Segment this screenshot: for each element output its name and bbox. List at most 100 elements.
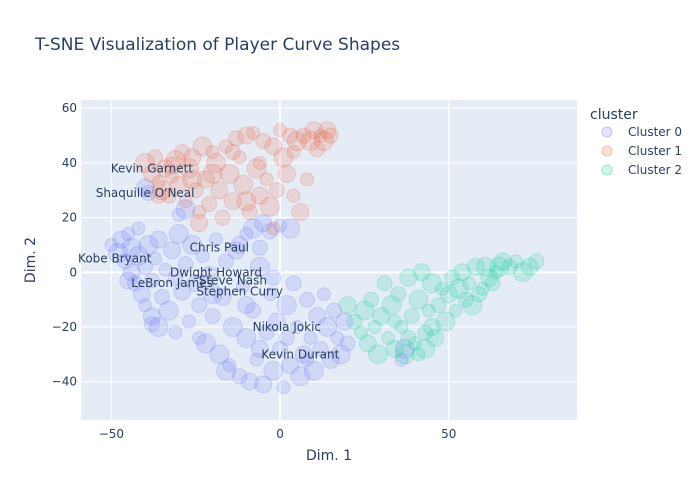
data-point [228,130,245,147]
data-point [282,127,299,144]
player-label: Kevin Garnett [111,161,194,175]
data-point [457,291,474,308]
data-point [299,291,316,308]
data-point [158,300,179,321]
data-point [394,344,415,365]
data-point [509,254,524,269]
data-point [367,320,382,335]
data-point [444,269,461,286]
data-point [158,262,173,277]
data-point [317,317,338,338]
data-point [276,295,297,316]
data-point [316,287,331,302]
data-point [163,241,182,260]
data-point [390,286,407,303]
data-point [268,182,285,199]
legend-marker [601,145,613,157]
data-point [214,209,231,226]
data-point [501,258,518,275]
data-point [177,256,194,273]
data-point [411,347,426,362]
data-point [254,375,273,394]
data-point [439,285,458,304]
data-point [286,188,301,203]
data-point [104,237,119,252]
player-label: Shaquille O'Neal [96,186,195,200]
data-point [484,275,501,292]
legend-entry[interactable]: Cluster 2 [628,163,682,177]
y-tick-label: 0 [69,265,77,279]
data-point [480,268,499,287]
data-point [236,327,257,348]
data-point [421,303,436,318]
data-point [210,181,229,200]
data-point [219,163,240,184]
data-point [122,263,141,282]
data-point [224,143,241,160]
player-label: Kobe Bryant [78,252,152,266]
data-point [475,281,490,296]
data-point [239,227,254,242]
data-point [181,314,196,329]
player-label: Stephen Curry [196,284,282,298]
data-point [426,328,445,347]
data-point [339,335,356,352]
data-point [126,275,143,292]
data-point [151,175,166,190]
data-point [213,287,232,306]
data-point [528,253,545,270]
data-point [137,258,154,275]
data-point [243,218,264,239]
data-point [165,150,186,171]
legend-entry[interactable]: Cluster 1 [628,144,682,158]
data-point [408,289,429,310]
data-point [232,150,247,165]
data-point [294,345,313,364]
data-point [191,297,208,314]
data-point [136,178,155,197]
legend-entry[interactable]: Cluster 0 [628,125,682,139]
legend-marker [601,164,613,176]
data-point [149,230,168,249]
data-point [112,230,131,249]
data-point [358,334,377,353]
data-point [259,172,274,187]
player-annotations: Kevin Garnett Shaquille O'Neal Chris Paul K… [78,161,340,361]
data-point [330,330,345,345]
data-point [489,256,510,277]
player-label: Chris Paul [190,241,249,255]
data-point [223,192,242,211]
series-cluster-1 [135,121,339,236]
data-point [403,308,420,325]
data-point [304,121,323,140]
data-point [200,266,219,285]
data-point [286,131,307,152]
data-point [412,263,431,282]
data-point [201,195,218,212]
data-point [285,275,302,292]
data-point [241,204,258,221]
data-point [462,295,483,316]
y-tick-label: 60 [62,101,77,115]
data-point [520,257,539,276]
data-point [174,143,191,160]
data-point [222,317,243,338]
data-point [387,314,402,329]
data-point [300,172,315,187]
data-point [216,360,237,381]
data-point [394,320,409,335]
data-point [178,194,193,209]
data-point [335,312,354,331]
data-point [232,174,253,195]
chart-title: T-SNE Visualization of Player Curve Shap… [34,35,400,55]
data-point [160,187,177,204]
data-point [448,278,469,299]
data-point [281,356,300,375]
data-point [330,344,351,365]
data-point [246,125,261,140]
y-tick-label: −20 [52,320,77,334]
data-point [354,300,375,321]
data-point [202,284,223,305]
data-point [195,248,210,263]
